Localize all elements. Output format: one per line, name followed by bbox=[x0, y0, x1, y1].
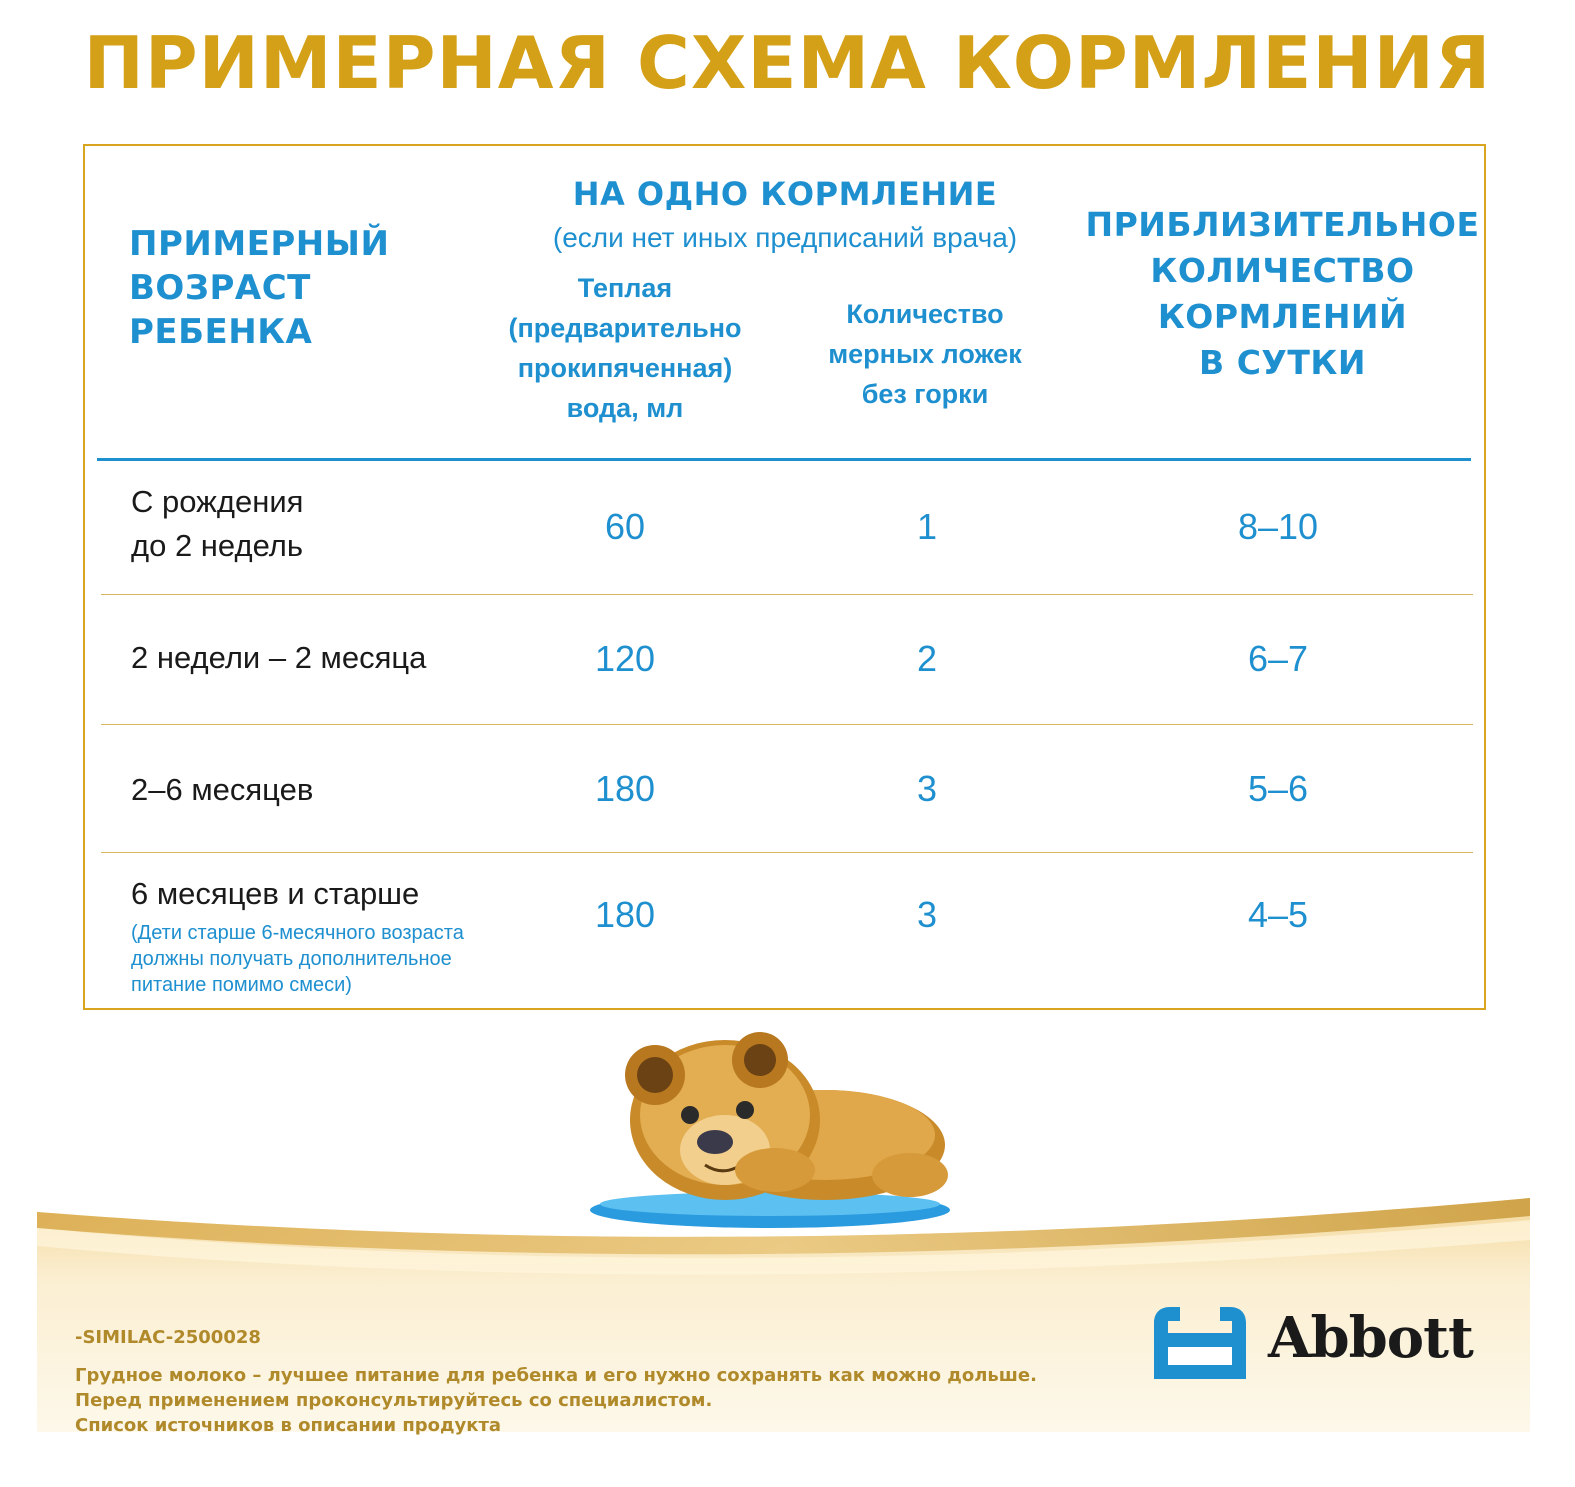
header-count-line: В СУТКИ bbox=[1199, 343, 1366, 382]
header-per-feeding-note: (если нет иных предписаний врача) bbox=[552, 222, 1018, 253]
teddy-bear-illustration bbox=[590, 1032, 950, 1228]
header-water-line: (предварительно bbox=[508, 313, 742, 343]
row-feedings: 4–5 bbox=[1247, 894, 1309, 935]
header-water-line: прокипяченная) bbox=[517, 353, 733, 383]
page-title: ПРИМЕРНАЯ СХЕМА КОРМЛЕНИЯ bbox=[83, 21, 1492, 105]
row-spoons: 2 bbox=[916, 638, 938, 679]
row-age-line: до 2 недель bbox=[131, 528, 304, 563]
row-age-note-line: (Дети старше 6-месячного возраста bbox=[131, 922, 464, 944]
header-water-line: Теплая bbox=[577, 273, 673, 303]
row-divider bbox=[101, 852, 1473, 853]
header-divider bbox=[97, 458, 1471, 461]
header-feedings-count: ПРИБЛИЗИТЕЛЬНОЕ КОЛИЧЕСТВО КОРМЛЕНИЙ В С… bbox=[1085, 202, 1480, 386]
brand-name: Abbott bbox=[1268, 1305, 1474, 1371]
abbott-logo-icon bbox=[1154, 1307, 1246, 1379]
row-age-note-line: питание помимо смеси) bbox=[131, 974, 352, 996]
row-feedings: 8–10 bbox=[1237, 506, 1319, 547]
disclaimer-line: Грудное молоко – лучшее питание для ребе… bbox=[75, 1365, 1037, 1386]
header-age-line: ВОЗРАСТ bbox=[129, 268, 311, 308]
row-age: С рождения до 2 недель bbox=[131, 480, 303, 568]
row-spoons: 1 bbox=[916, 506, 938, 547]
header-spoons-line: Количество bbox=[846, 299, 1004, 329]
feeding-table: ПРИМЕРНЫЙ ВОЗРАСТ РЕБЕНКА НА ОДНО КОРМЛЕ… bbox=[83, 144, 1486, 1010]
row-water: 120 bbox=[594, 638, 656, 679]
row-spoons: 3 bbox=[916, 894, 938, 935]
header-spoons-line: мерных ложек bbox=[828, 339, 1022, 369]
header-spoons: Количество мерных ложек без горки bbox=[800, 294, 1050, 414]
header-count-line: КОЛИЧЕСТВО bbox=[1150, 251, 1415, 290]
header-count-line: КОРМЛЕНИЙ bbox=[1157, 297, 1408, 336]
product-code: -SIMILAC-2500028 bbox=[75, 1327, 261, 1348]
row-age: 2–6 месяцев bbox=[131, 772, 314, 807]
row-water: 180 bbox=[594, 768, 656, 809]
row-water: 180 bbox=[594, 894, 656, 935]
row-divider bbox=[101, 724, 1473, 725]
row-water: 60 bbox=[604, 506, 646, 547]
disclaimer-line: Список источников в описании продукта bbox=[75, 1415, 502, 1436]
row-age-note-line: должны получать дополнительное bbox=[131, 948, 452, 970]
header-age: ПРИМЕРНЫЙ ВОЗРАСТ РЕБЕНКА bbox=[129, 222, 449, 354]
header-per-feeding: НА ОДНО КОРМЛЕНИЕ bbox=[572, 175, 998, 213]
row-feedings: 5–6 bbox=[1247, 768, 1309, 809]
row-feedings: 6–7 bbox=[1247, 638, 1309, 679]
header-count-line: ПРИБЛИЗИТЕЛЬНОЕ bbox=[1085, 205, 1480, 244]
row-age: 6 месяцев и старше bbox=[131, 876, 420, 911]
row-age: 2 недели – 2 месяца bbox=[131, 640, 427, 675]
header-water-line: вода, мл bbox=[566, 393, 684, 423]
row-spoons: 3 bbox=[916, 768, 938, 809]
row-divider bbox=[101, 594, 1473, 595]
header-spoons-line: без горки bbox=[861, 379, 989, 409]
header-age-line: РЕБЕНКА bbox=[129, 312, 313, 352]
header-age-line: ПРИМЕРНЫЙ bbox=[129, 224, 390, 264]
header-water: Теплая (предварительно прокипяченная) во… bbox=[480, 268, 770, 428]
row-age-note: (Дети старше 6-месячного возраста должны… bbox=[131, 920, 531, 998]
disclaimer-line: Перед применением проконсультируйтесь со… bbox=[75, 1390, 713, 1411]
row-age-line: С рождения bbox=[131, 484, 304, 519]
